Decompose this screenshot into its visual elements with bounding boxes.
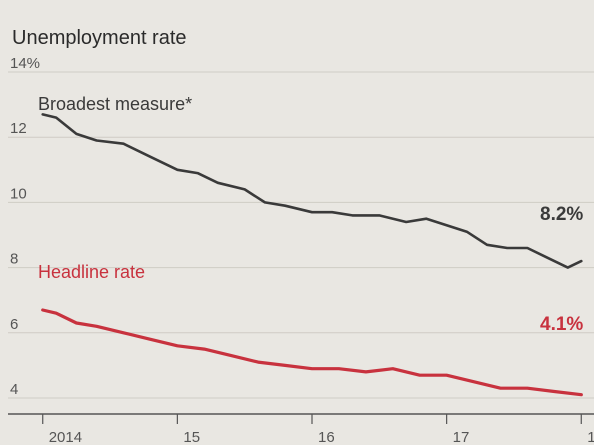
data-point xyxy=(149,338,152,341)
data-point xyxy=(311,367,313,370)
data-point xyxy=(466,230,468,233)
data-point xyxy=(196,172,199,174)
data-point xyxy=(176,169,179,171)
series-layer: Broadest measure* 8.2% Headline rate 4.1% xyxy=(38,94,583,397)
y-tick-label: 6 xyxy=(10,316,18,333)
data-point xyxy=(41,113,44,116)
data-point xyxy=(75,322,78,324)
data-point xyxy=(567,266,569,269)
data-point xyxy=(526,247,529,249)
data-point xyxy=(580,260,583,262)
y-tick-label: 12 xyxy=(10,120,27,137)
data-point xyxy=(331,211,334,213)
data-point xyxy=(445,374,448,377)
data-point xyxy=(284,364,286,367)
series-line-0 xyxy=(41,113,583,269)
series-name-label: Headline rate xyxy=(38,262,145,282)
series-end-value-label: 4.1% xyxy=(540,314,583,335)
data-point xyxy=(553,390,556,393)
data-point xyxy=(425,217,428,220)
x-tick-label: 15 xyxy=(183,429,200,445)
series-name-label: Broadest measure* xyxy=(38,94,192,114)
data-point xyxy=(418,374,421,377)
data-point xyxy=(405,221,408,223)
data-point xyxy=(95,139,98,142)
data-point xyxy=(284,204,286,207)
data-point xyxy=(149,156,152,158)
x-tick-label: 16 xyxy=(318,429,335,445)
data-point xyxy=(392,367,394,370)
x-tick-label: 2014 xyxy=(49,429,82,445)
data-point xyxy=(351,214,354,217)
data-point xyxy=(506,247,509,249)
data-point xyxy=(499,387,502,390)
data-point xyxy=(486,244,488,246)
data-point xyxy=(264,201,266,204)
data-point xyxy=(338,367,340,370)
data-point xyxy=(546,257,549,259)
y-tick-label: 8 xyxy=(10,251,18,268)
data-point xyxy=(526,387,529,390)
y-tick-label: 14% xyxy=(10,55,40,72)
y-tick-label: 10 xyxy=(10,185,27,202)
data-point xyxy=(75,133,78,135)
gridlines xyxy=(8,71,594,399)
y-tick-label: 4 xyxy=(10,381,18,398)
data-point xyxy=(472,380,475,383)
chart-title: Unemployment rate xyxy=(12,27,187,49)
data-point xyxy=(243,188,246,191)
series-line-1 xyxy=(41,308,583,397)
data-point xyxy=(217,182,219,184)
data-point xyxy=(122,142,125,145)
data-point xyxy=(445,224,448,226)
data-point xyxy=(122,332,125,334)
x-axis: 2014 15 16 17 18 xyxy=(8,413,594,445)
data-point xyxy=(311,211,313,213)
data-point xyxy=(203,348,206,350)
data-point xyxy=(55,116,57,119)
data-point xyxy=(365,371,367,373)
y-axis-tick-labels: 14% 12 10 8 6 4 xyxy=(10,55,40,398)
data-point xyxy=(41,309,44,311)
data-point xyxy=(95,325,98,328)
data-point xyxy=(176,345,179,347)
series-end-value-label: 8.2% xyxy=(540,204,583,225)
data-point xyxy=(378,214,381,217)
data-point xyxy=(580,393,583,396)
data-point xyxy=(55,312,57,315)
data-point xyxy=(230,354,232,357)
data-point xyxy=(257,361,259,363)
x-tick-label: 17 xyxy=(453,429,470,445)
x-tick-label: 18 xyxy=(587,429,594,445)
